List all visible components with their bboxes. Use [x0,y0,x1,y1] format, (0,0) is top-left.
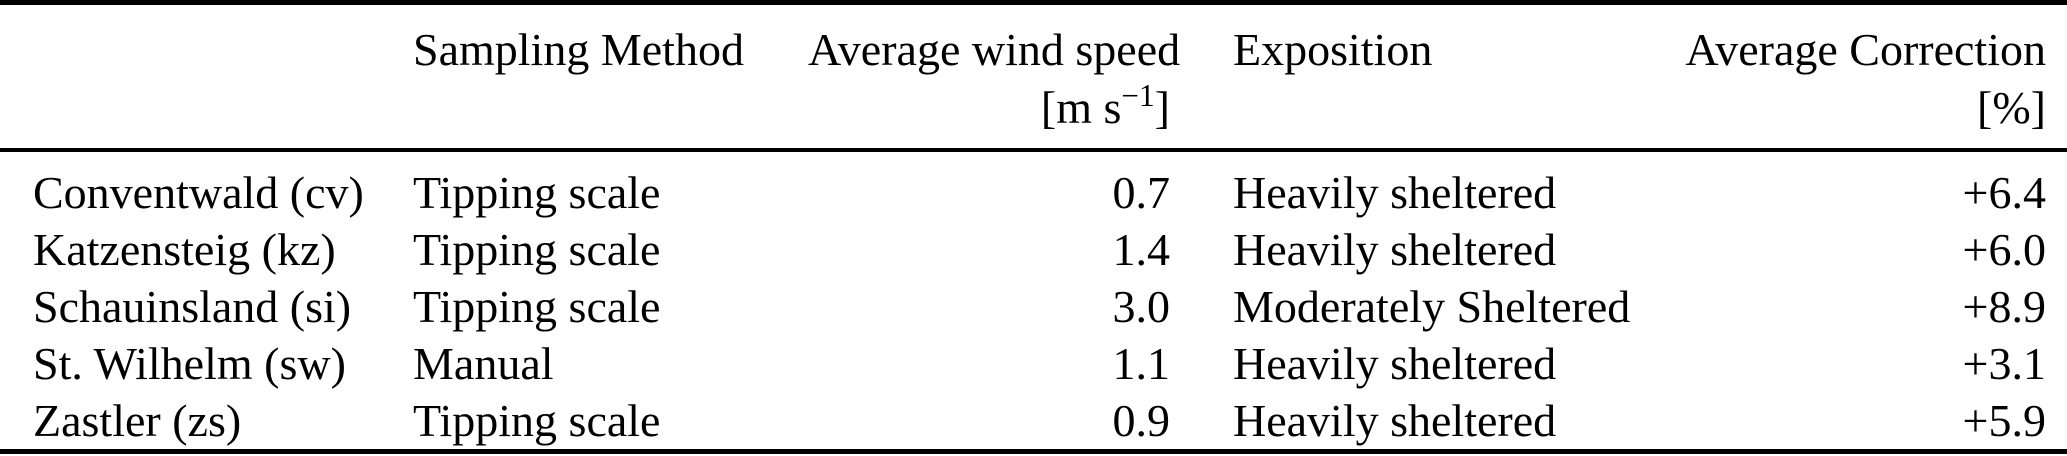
cell-sampling-method: Tipping scale [413,224,661,275]
cell-sampling-method: Tipping scale [413,395,661,446]
column-header-correction: Average Correction [%] [1675,2,2067,152]
cell-exposition: Heavily sheltered [1233,224,1557,275]
wind-speed-title: Average wind speed [808,24,1181,75]
cell-exposition: Moderately Sheltered [1233,281,1631,332]
table-row-schauinsland: Schauinsland (si) Tipping scale 3.0 Mode… [0,278,2067,335]
table-header: Sampling Method Average wind speed [m s−… [0,2,2067,152]
column-header-wind-speed: Average wind speed [m s−1] [808,2,1181,152]
table-header-row: Sampling Method Average wind speed [m s−… [0,2,2067,152]
wind-speed-unit: [m s−1] [808,77,1170,142]
cell-correction: +8.9 [1962,281,2046,332]
cell-exposition: Heavily sheltered [1233,338,1557,389]
sampling-method-label: Sampling Method [413,24,744,75]
correction-title: Average Correction [1685,24,2046,75]
column-header-exposition: Exposition [1170,2,1675,152]
unit-close: ] [1154,82,1170,133]
cell-exposition: Heavily sheltered [1233,395,1557,446]
cell-sampling-method: Tipping scale [413,281,661,332]
cell-exposition: Heavily sheltered [1233,167,1557,218]
table-row-katzensteig: Katzensteig (kz) Tipping scale 1.4 Heavi… [0,221,2067,278]
cell-site: Katzensteig (kz) [33,224,336,275]
cell-wind-speed: 3.0 [1112,281,1171,332]
correction-unit: [%] [1977,82,2046,133]
cell-correction: +3.1 [1962,338,2046,389]
cell-sampling-method: Tipping scale [413,167,661,218]
table-row-zastler: Zastler (zs) Tipping scale 0.9 Heavily s… [0,392,2067,452]
cell-correction: +6.0 [1962,224,2046,275]
cell-site: St. Wilhelm (sw) [33,338,346,389]
exposition-label: Exposition [1233,24,1433,75]
cell-site: Schauinsland (si) [33,281,352,332]
cell-correction: +6.4 [1962,167,2046,218]
table-row-conventwald: Conventwald (cv) Tipping scale 0.7 Heavi… [0,150,2067,221]
cell-wind-speed: 1.1 [1112,338,1171,389]
table-body: Conventwald (cv) Tipping scale 0.7 Heavi… [0,150,2067,452]
column-header-site [0,2,413,152]
cell-site: Zastler (zs) [33,395,242,446]
cell-wind-speed: 0.9 [1112,395,1171,446]
cell-wind-speed: 1.4 [1112,224,1171,275]
column-header-sampling-method: Sampling Method [413,2,808,152]
superscript-exponent: −1 [1121,77,1155,113]
cell-correction: +5.9 [1962,395,2046,446]
table-row-st-wilhelm: St. Wilhelm (sw) Manual 1.1 Heavily shel… [0,335,2067,392]
unit-open: [m s [1040,82,1122,133]
cell-sampling-method: Manual [413,338,554,389]
cell-site: Conventwald (cv) [33,167,364,218]
cell-wind-speed: 0.7 [1112,167,1171,218]
